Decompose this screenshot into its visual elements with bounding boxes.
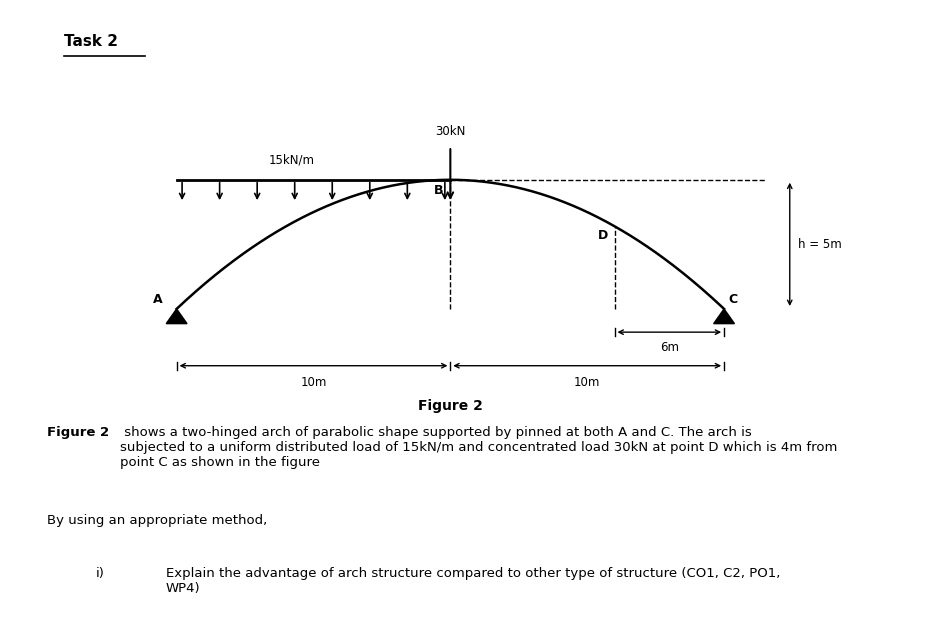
Text: shows a two-hinged arch of parabolic shape supported by pinned at both A and C. : shows a two-hinged arch of parabolic sha…: [120, 426, 836, 469]
Text: C: C: [728, 293, 736, 307]
Text: B: B: [433, 184, 443, 197]
Text: Figure 2: Figure 2: [417, 399, 482, 413]
Text: 15kN/m: 15kN/m: [268, 154, 314, 167]
Text: 30kN: 30kN: [434, 125, 465, 139]
Text: Figure 2: Figure 2: [47, 426, 110, 439]
Text: By using an appropriate method,: By using an appropriate method,: [47, 514, 267, 527]
Polygon shape: [713, 309, 733, 324]
Text: i): i): [95, 567, 105, 579]
Text: A: A: [153, 293, 162, 307]
Text: Task 2: Task 2: [64, 34, 118, 49]
Text: 6m: 6m: [659, 341, 678, 354]
Text: 10m: 10m: [573, 376, 599, 389]
Polygon shape: [166, 309, 187, 324]
Text: 10m: 10m: [300, 376, 327, 389]
Text: D: D: [597, 229, 607, 242]
Text: Explain the advantage of arch structure compared to other type of structure (CO1: Explain the advantage of arch structure …: [166, 567, 780, 595]
Text: h = 5m: h = 5m: [797, 238, 841, 251]
